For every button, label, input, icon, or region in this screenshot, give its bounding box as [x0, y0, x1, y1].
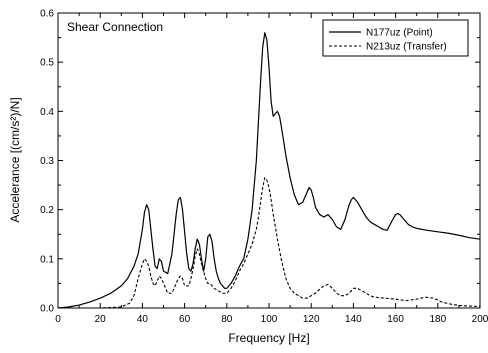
- series-line-point: [57, 32, 481, 309]
- series-layer: [57, 32, 481, 309]
- x-tick-label: 200: [472, 314, 488, 325]
- legend-box: [322, 19, 469, 57]
- x-axis-title: Frequency [Hz]: [228, 331, 309, 345]
- x-tick-label: 160: [387, 314, 404, 325]
- y-tick-label: 0.3: [40, 156, 54, 167]
- y-tick-label: 0.1: [40, 254, 54, 265]
- x-tick-label: 100: [261, 314, 278, 325]
- x-tick-label: 140: [345, 314, 362, 325]
- y-tick-label: 0.4: [40, 107, 54, 118]
- x-tick-label: 60: [179, 314, 191, 325]
- x-tick-label: 80: [221, 314, 233, 325]
- y-tick-label: 0.0: [40, 304, 54, 315]
- legend-label-transfer: N213uz (Transfer): [366, 42, 447, 53]
- y-tick-label: 0.6: [40, 9, 54, 20]
- x-tick-label: 40: [137, 314, 149, 325]
- y-axis-title: Accelerance [(cm/s²)/N]: [8, 97, 22, 222]
- y-tick-label: 0.5: [40, 58, 54, 69]
- x-tick-label: 180: [429, 314, 446, 325]
- legend: N177uz (Point) N213uz (Transfer): [322, 19, 469, 57]
- x-tick-label: 20: [95, 314, 107, 325]
- x-tick-label: 120: [303, 314, 320, 325]
- series-line-transfer: [58, 177, 481, 309]
- y-tick-label: 0.2: [40, 205, 54, 216]
- chart-title: Shear Connection: [67, 20, 163, 34]
- plot-frame: [57, 12, 481, 309]
- legend-label-point: N177uz (Point): [366, 28, 433, 39]
- x-tick-label: 0: [55, 314, 61, 325]
- axis-ticks: 0 20 40 60 80 100 120 140 160 180 200 0.0 0.1 0.2 0.3 0…: [40, 9, 488, 326]
